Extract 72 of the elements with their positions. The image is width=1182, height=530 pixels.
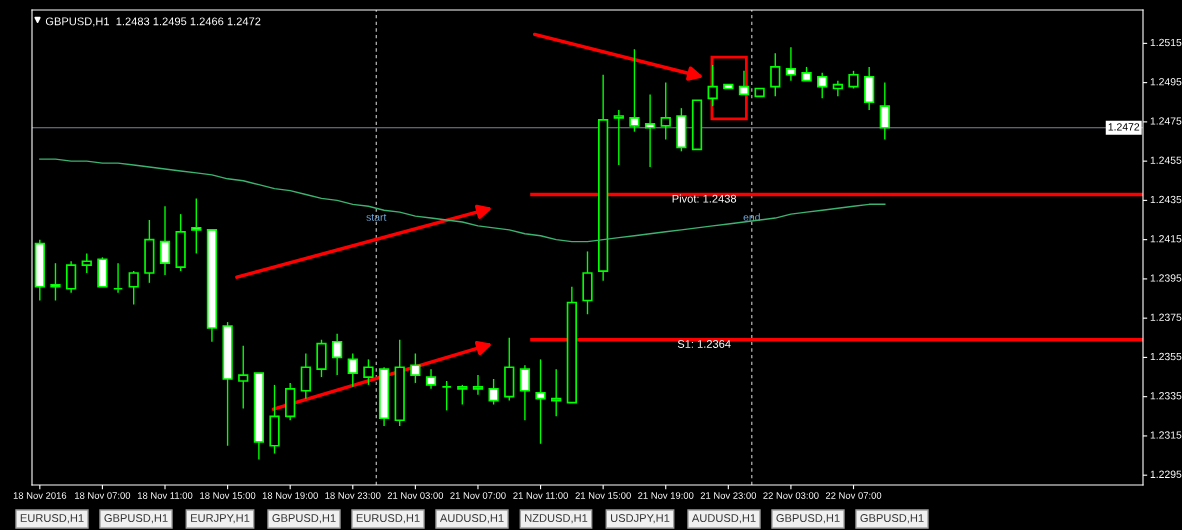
- candlestick: [519, 364, 531, 421]
- candlestick: [363, 358, 374, 386]
- x-tick-label: 22 Nov 07:00: [825, 492, 882, 499]
- y-tick-label: 1.2395: [1150, 274, 1182, 282]
- candlestick: [770, 52, 781, 98]
- annotation: start: [366, 214, 387, 221]
- x-tick-label: 18 Nov 07:00: [75, 492, 131, 499]
- text: NZDUSD,H1: [525, 514, 588, 524]
- x-tick-label: 18 Nov 19:00: [262, 492, 318, 499]
- text: EURUSD,H1: [20, 514, 84, 524]
- x-tick-label: 18 Nov 11:00: [137, 492, 193, 499]
- candlestick: [300, 352, 311, 400]
- candlestick: [81, 252, 92, 274]
- text: GBPUSD,H1: [104, 514, 168, 524]
- candlestick: [128, 270, 139, 306]
- text: AUDUSD,H1: [439, 514, 504, 524]
- candlestick: [410, 352, 421, 384]
- candlestick: [65, 260, 77, 294]
- text: GBPUSD,H1 1.2483 1.2495 1.2466 1.2472: [45, 17, 261, 27]
- candlestick: [879, 81, 890, 141]
- ref-line-label: 1.2472: [1108, 123, 1140, 131]
- candlestick: [472, 374, 484, 396]
- candlestick: [629, 48, 640, 133]
- candlestick: [238, 344, 249, 410]
- text: EURJPY,H1: [191, 514, 250, 524]
- y-tick-label: 1.2415: [1150, 235, 1182, 243]
- candlestick: [738, 70, 750, 96]
- candlestick: [707, 64, 718, 107]
- candlestick: [817, 72, 828, 100]
- y-tick-label: 1.2315: [1150, 431, 1182, 439]
- candlestick: [660, 81, 671, 141]
- candlestick: [832, 79, 844, 98]
- y-tick-label: 1.2495: [1150, 78, 1182, 86]
- text: EURUSD,H1: [356, 514, 420, 524]
- line-series: [39, 158, 886, 243]
- y-tick-label: 1.2355: [1150, 352, 1182, 361]
- candlestick: [613, 109, 624, 166]
- y-tick-label: 1.2455: [1150, 156, 1182, 164]
- x-tick-label: 21 Nov 11:00: [513, 492, 568, 499]
- x-tick-label: 21 Nov 03:00: [387, 492, 444, 499]
- text: GBPUSD,H1: [860, 514, 924, 524]
- x-tick-label: 21 Nov 19:00: [638, 492, 694, 499]
- y-tick-label: 1.2375: [1150, 313, 1182, 321]
- y-tick-label: 1.2335: [1150, 392, 1182, 400]
- x-tick-label: 18 Nov 15:00: [200, 492, 256, 499]
- text: USDJPY,H1: [611, 514, 670, 524]
- x-tick-label: 22 Nov 03:00: [763, 492, 819, 499]
- candlestick: [785, 46, 797, 82]
- x-tick-label: 21 Nov 23:00: [700, 492, 757, 499]
- y-tick-label: 1.2435: [1150, 195, 1182, 204]
- candlestick: [50, 262, 61, 302]
- candlestick: [159, 205, 171, 276]
- x-tick-label: 18 Nov 23:00: [325, 492, 381, 499]
- x-tick-label: 18 Nov 2016: [13, 492, 67, 499]
- candlestick: [331, 333, 343, 376]
- x-tick-label: 21 Nov 15:00: [575, 492, 631, 499]
- candlestick: [347, 352, 358, 388]
- x-tick-label: 21 Nov 07:00: [450, 492, 506, 499]
- text: GBPUSD,H1: [776, 514, 840, 524]
- candlestick: [488, 378, 499, 406]
- candlestick: [644, 93, 656, 168]
- text: GBPUSD,H1: [272, 514, 336, 524]
- y-tick-label: 1.2515: [1150, 38, 1182, 47]
- candlestick: [425, 368, 437, 390]
- candlestick: [191, 197, 202, 255]
- text: AUDUSD,H1: [691, 514, 756, 524]
- y-tick-label: 1.2475: [1150, 117, 1182, 125]
- candlestick: [457, 384, 468, 406]
- ref-line-label: S1: 1.2364: [677, 340, 731, 348]
- y-tick-label: 1.2295: [1150, 470, 1182, 478]
- ref-line-label: Pivot: 1.2438: [672, 194, 737, 203]
- candlestick: [535, 358, 546, 445]
